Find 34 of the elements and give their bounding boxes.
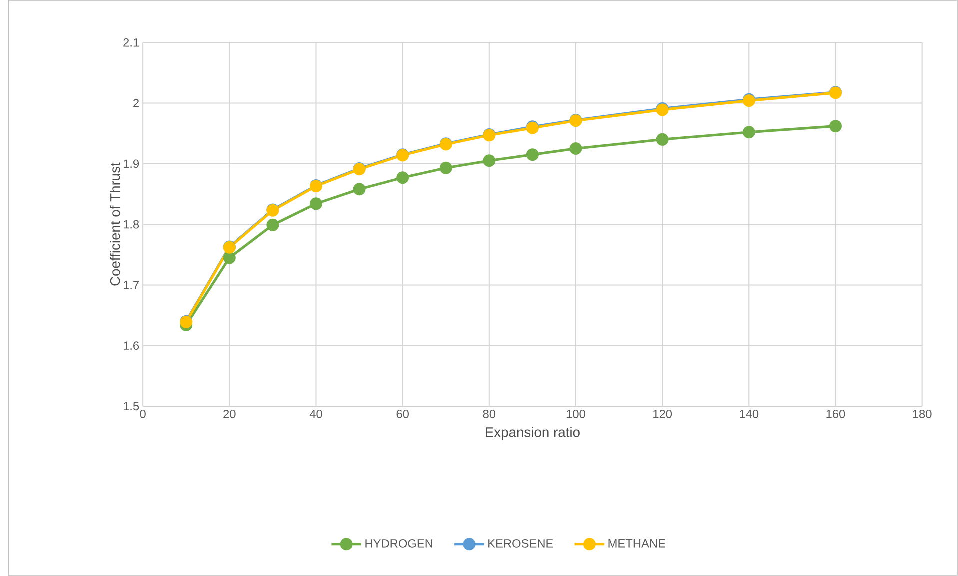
x-tick-label: 40 [310, 410, 322, 418]
x-tick-label: 140 [740, 410, 759, 418]
point [483, 154, 496, 168]
y-tick-label: 1.6 [124, 342, 140, 350]
x-tick-label: 80 [483, 410, 496, 418]
point [353, 183, 366, 196]
x-tick-label: 20 [224, 410, 236, 418]
legend-label: METHANE [608, 540, 666, 548]
point [396, 172, 410, 184]
x-tick-label: 100 [566, 410, 586, 418]
y-tick-label: 2.1 [124, 38, 140, 47]
point [266, 218, 280, 232]
y-tick-label: 1.5 [124, 402, 140, 411]
x-axis-title: Expansion ratio [486, 427, 580, 440]
x-tick-label: 180 [913, 410, 932, 418]
point [570, 142, 582, 155]
x-tick-label: 120 [654, 410, 672, 418]
x-tick-label: 160 [826, 410, 846, 418]
point [829, 120, 842, 133]
y-tick-label: 1.8 [124, 220, 140, 229]
y-axis-title: Coefficient of Thrust [110, 162, 120, 286]
point [526, 148, 539, 162]
legend-label: KEROSENE [488, 539, 554, 548]
point [223, 252, 236, 264]
y-tick-label: 1.9 [124, 160, 140, 168]
x-tick-label: 60 [396, 410, 409, 418]
x-tick-label: 0 [140, 410, 146, 418]
point [742, 126, 756, 139]
y-tick-label: 2 [134, 99, 139, 108]
point [440, 162, 452, 174]
point [656, 133, 669, 146]
point [310, 198, 322, 210]
legend-label: HYDROGEN [366, 539, 432, 548]
y-tick-label: 1.7 [124, 281, 139, 290]
